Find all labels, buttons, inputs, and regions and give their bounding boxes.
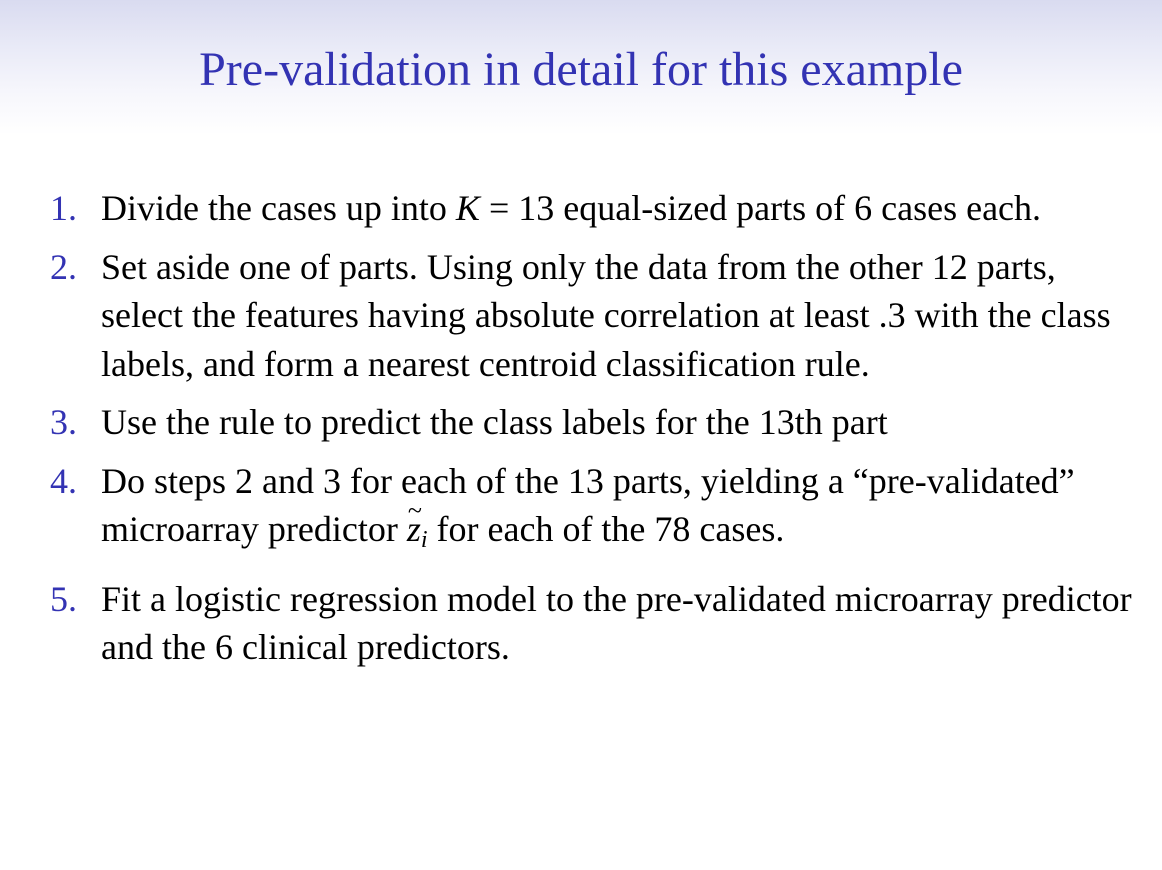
step-text-part: Do steps 2 and 3 for each of the 13 part… <box>101 460 1075 550</box>
math-variable-z-tilde: z <box>407 509 421 549</box>
math-subscript-i: i <box>420 527 428 553</box>
step-item: 3. Use the rule to predict the class lab… <box>0 398 1162 447</box>
slide-title: Pre-validation in detail for this exampl… <box>199 43 963 96</box>
step-text: Divide the cases up into K = 13 equal-si… <box>101 184 1142 233</box>
step-text: Use the rule to predict the class labels… <box>101 402 888 442</box>
steps-list: 1. Divide the cases up into K = 13 equal… <box>0 184 1162 682</box>
title-header-band <box>0 0 1162 135</box>
step-item: 5. Fit a logistic regression model to th… <box>0 575 1162 672</box>
step-number: 1. <box>50 188 77 228</box>
step-text-part: for each of the 78 cases. <box>427 509 785 549</box>
step-number: 4. <box>50 460 77 501</box>
step-item: 1. Divide the cases up into K = 13 equal… <box>0 184 1162 233</box>
step-text: Fit a logistic regression model to the p… <box>101 578 1132 668</box>
step-text-part: 13 equal-sized parts of 6 cases each. <box>518 188 1042 228</box>
step-number: 2. <box>50 246 77 287</box>
step-number: 5. <box>50 578 77 619</box>
step-text-part: Divide the cases up into <box>101 188 456 228</box>
math-variable-k: K <box>455 188 480 228</box>
step-item: 4. Do steps 2 and 3 for each of the 13 p… <box>0 457 1162 565</box>
step-item: 2. Set aside one of parts. Using only th… <box>0 243 1162 389</box>
step-number: 3. <box>50 402 77 442</box>
step-text: Set aside one of parts. Using only the d… <box>101 246 1111 384</box>
step-text: Do steps 2 and 3 for each of the 13 part… <box>101 457 1142 565</box>
math-equals: = <box>479 188 519 228</box>
